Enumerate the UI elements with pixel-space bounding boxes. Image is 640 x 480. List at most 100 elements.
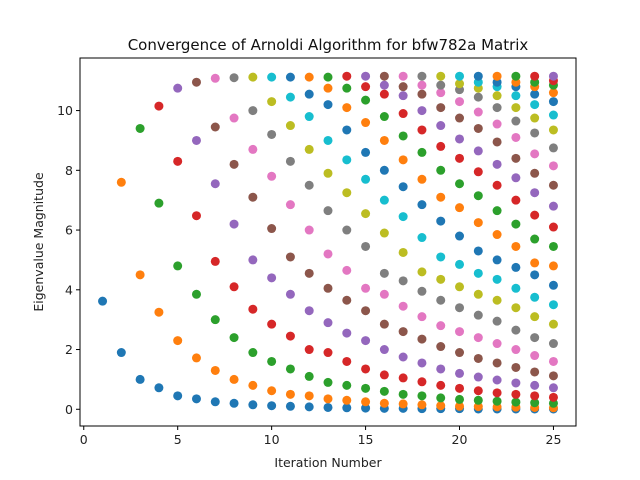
data-point (342, 395, 352, 405)
x-tick-label: 25 (546, 432, 562, 447)
data-point (398, 155, 408, 165)
data-point (379, 195, 389, 205)
data-point (342, 328, 352, 338)
data-point (492, 103, 502, 113)
data-point (548, 371, 558, 381)
data-point (492, 375, 502, 385)
data-point (304, 371, 314, 381)
data-point (511, 219, 521, 229)
data-point (530, 71, 540, 81)
data-point (248, 348, 258, 358)
data-point (455, 97, 465, 107)
data-point (548, 261, 558, 271)
data-point (379, 89, 389, 99)
data-point (511, 362, 521, 372)
data-point (361, 403, 371, 413)
data-point (436, 401, 446, 411)
data-point (323, 318, 333, 328)
data-point (285, 200, 295, 210)
y-tick-label: 6 (65, 223, 73, 238)
data-point (492, 71, 502, 81)
data-point (398, 131, 408, 141)
data-point (511, 71, 521, 81)
data-point (473, 372, 483, 382)
data-point (473, 191, 483, 201)
data-point (398, 373, 408, 383)
data-point (511, 173, 521, 183)
data-point (511, 91, 521, 101)
data-point (304, 144, 314, 154)
data-point (191, 211, 201, 221)
data-point (191, 353, 201, 363)
data-point (530, 188, 540, 198)
data-point (210, 256, 220, 266)
data-point (210, 122, 220, 132)
data-point (417, 80, 427, 90)
data-point (398, 247, 408, 257)
data-point (154, 198, 164, 208)
data-point (436, 121, 446, 131)
data-point (285, 121, 295, 131)
data-point (511, 345, 521, 355)
data-point (455, 71, 465, 81)
data-point (417, 233, 427, 243)
data-point (323, 206, 333, 216)
data-point (455, 134, 465, 144)
data-point (417, 358, 427, 368)
data-point (267, 72, 277, 82)
data-point (492, 119, 502, 129)
data-point (154, 307, 164, 317)
data-point (455, 303, 465, 313)
data-point (210, 73, 220, 83)
data-point (492, 206, 502, 216)
data-point (267, 171, 277, 181)
data-point (361, 241, 371, 251)
data-point (455, 327, 465, 337)
data-point (511, 241, 521, 251)
data-point (379, 165, 389, 175)
data-point (210, 179, 220, 189)
data-point (304, 72, 314, 82)
data-point (473, 123, 483, 133)
data-point (267, 224, 277, 234)
data-point (455, 113, 465, 123)
data-point (511, 195, 521, 205)
data-point (548, 319, 558, 329)
data-point (417, 200, 427, 210)
data-point (135, 123, 145, 133)
data-point (548, 339, 558, 349)
data-point (191, 289, 201, 299)
data-point (492, 316, 502, 326)
plot-area-frame (79, 57, 577, 427)
data-point (455, 394, 465, 404)
data-point (473, 268, 483, 278)
data-point (455, 79, 465, 89)
y-tick-label: 2 (65, 342, 73, 357)
data-point (154, 101, 164, 111)
data-point (342, 265, 352, 275)
data-point (492, 388, 502, 398)
y-tick-label: 10 (57, 103, 73, 118)
data-point (342, 295, 352, 305)
data-point (455, 231, 465, 241)
data-point (342, 356, 352, 366)
data-point (436, 321, 446, 331)
data-point (455, 153, 465, 163)
data-point (455, 368, 465, 378)
data-point (285, 364, 295, 374)
data-point (492, 358, 502, 368)
data-point (473, 167, 483, 177)
data-point (417, 334, 427, 344)
data-point (342, 83, 352, 93)
data-point (285, 92, 295, 102)
data-point (361, 147, 371, 157)
data-point (361, 82, 371, 92)
y-tick-label: 8 (65, 163, 73, 178)
x-tick-label: 15 (358, 432, 374, 447)
data-point (379, 135, 389, 145)
data-point (492, 91, 502, 101)
x-tick-label: 5 (174, 432, 182, 447)
data-point (548, 143, 558, 153)
data-point (285, 401, 295, 411)
